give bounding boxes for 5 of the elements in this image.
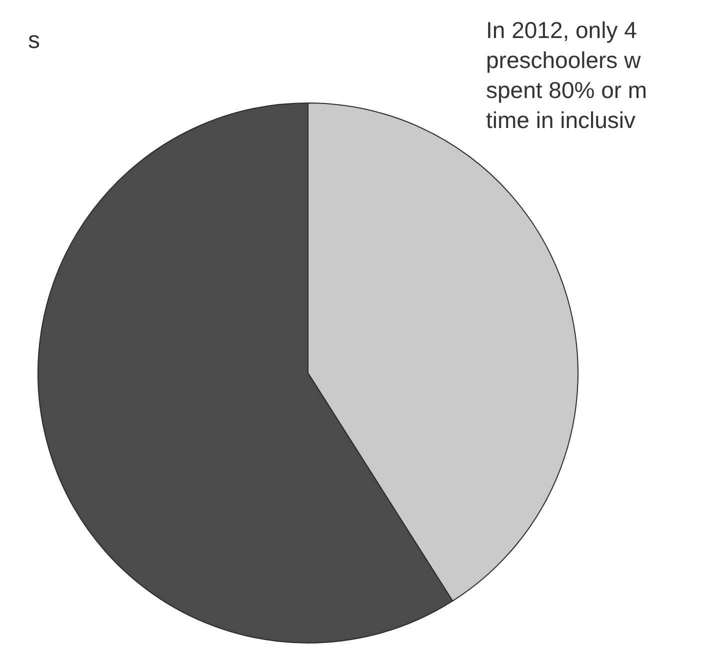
text: In 2012, only 4 — [486, 17, 638, 43]
text: preschoolers w — [486, 47, 642, 73]
text: time in inclusiv — [486, 107, 636, 133]
text: s — [28, 27, 40, 54]
text: spent 80% or m — [486, 77, 648, 103]
